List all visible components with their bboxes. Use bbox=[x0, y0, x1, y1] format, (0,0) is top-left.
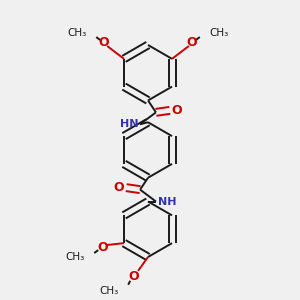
Text: O: O bbox=[97, 241, 107, 254]
Text: CH₃: CH₃ bbox=[67, 28, 86, 38]
Text: O: O bbox=[99, 37, 110, 50]
Text: NH: NH bbox=[158, 196, 176, 206]
Text: O: O bbox=[172, 104, 182, 117]
Text: CH₃: CH₃ bbox=[99, 286, 118, 296]
Text: O: O bbox=[114, 181, 124, 194]
Text: CH₃: CH₃ bbox=[65, 252, 84, 262]
Text: O: O bbox=[187, 37, 197, 50]
Text: O: O bbox=[129, 270, 140, 283]
Text: HN: HN bbox=[120, 119, 138, 129]
Text: CH₃: CH₃ bbox=[210, 28, 229, 38]
